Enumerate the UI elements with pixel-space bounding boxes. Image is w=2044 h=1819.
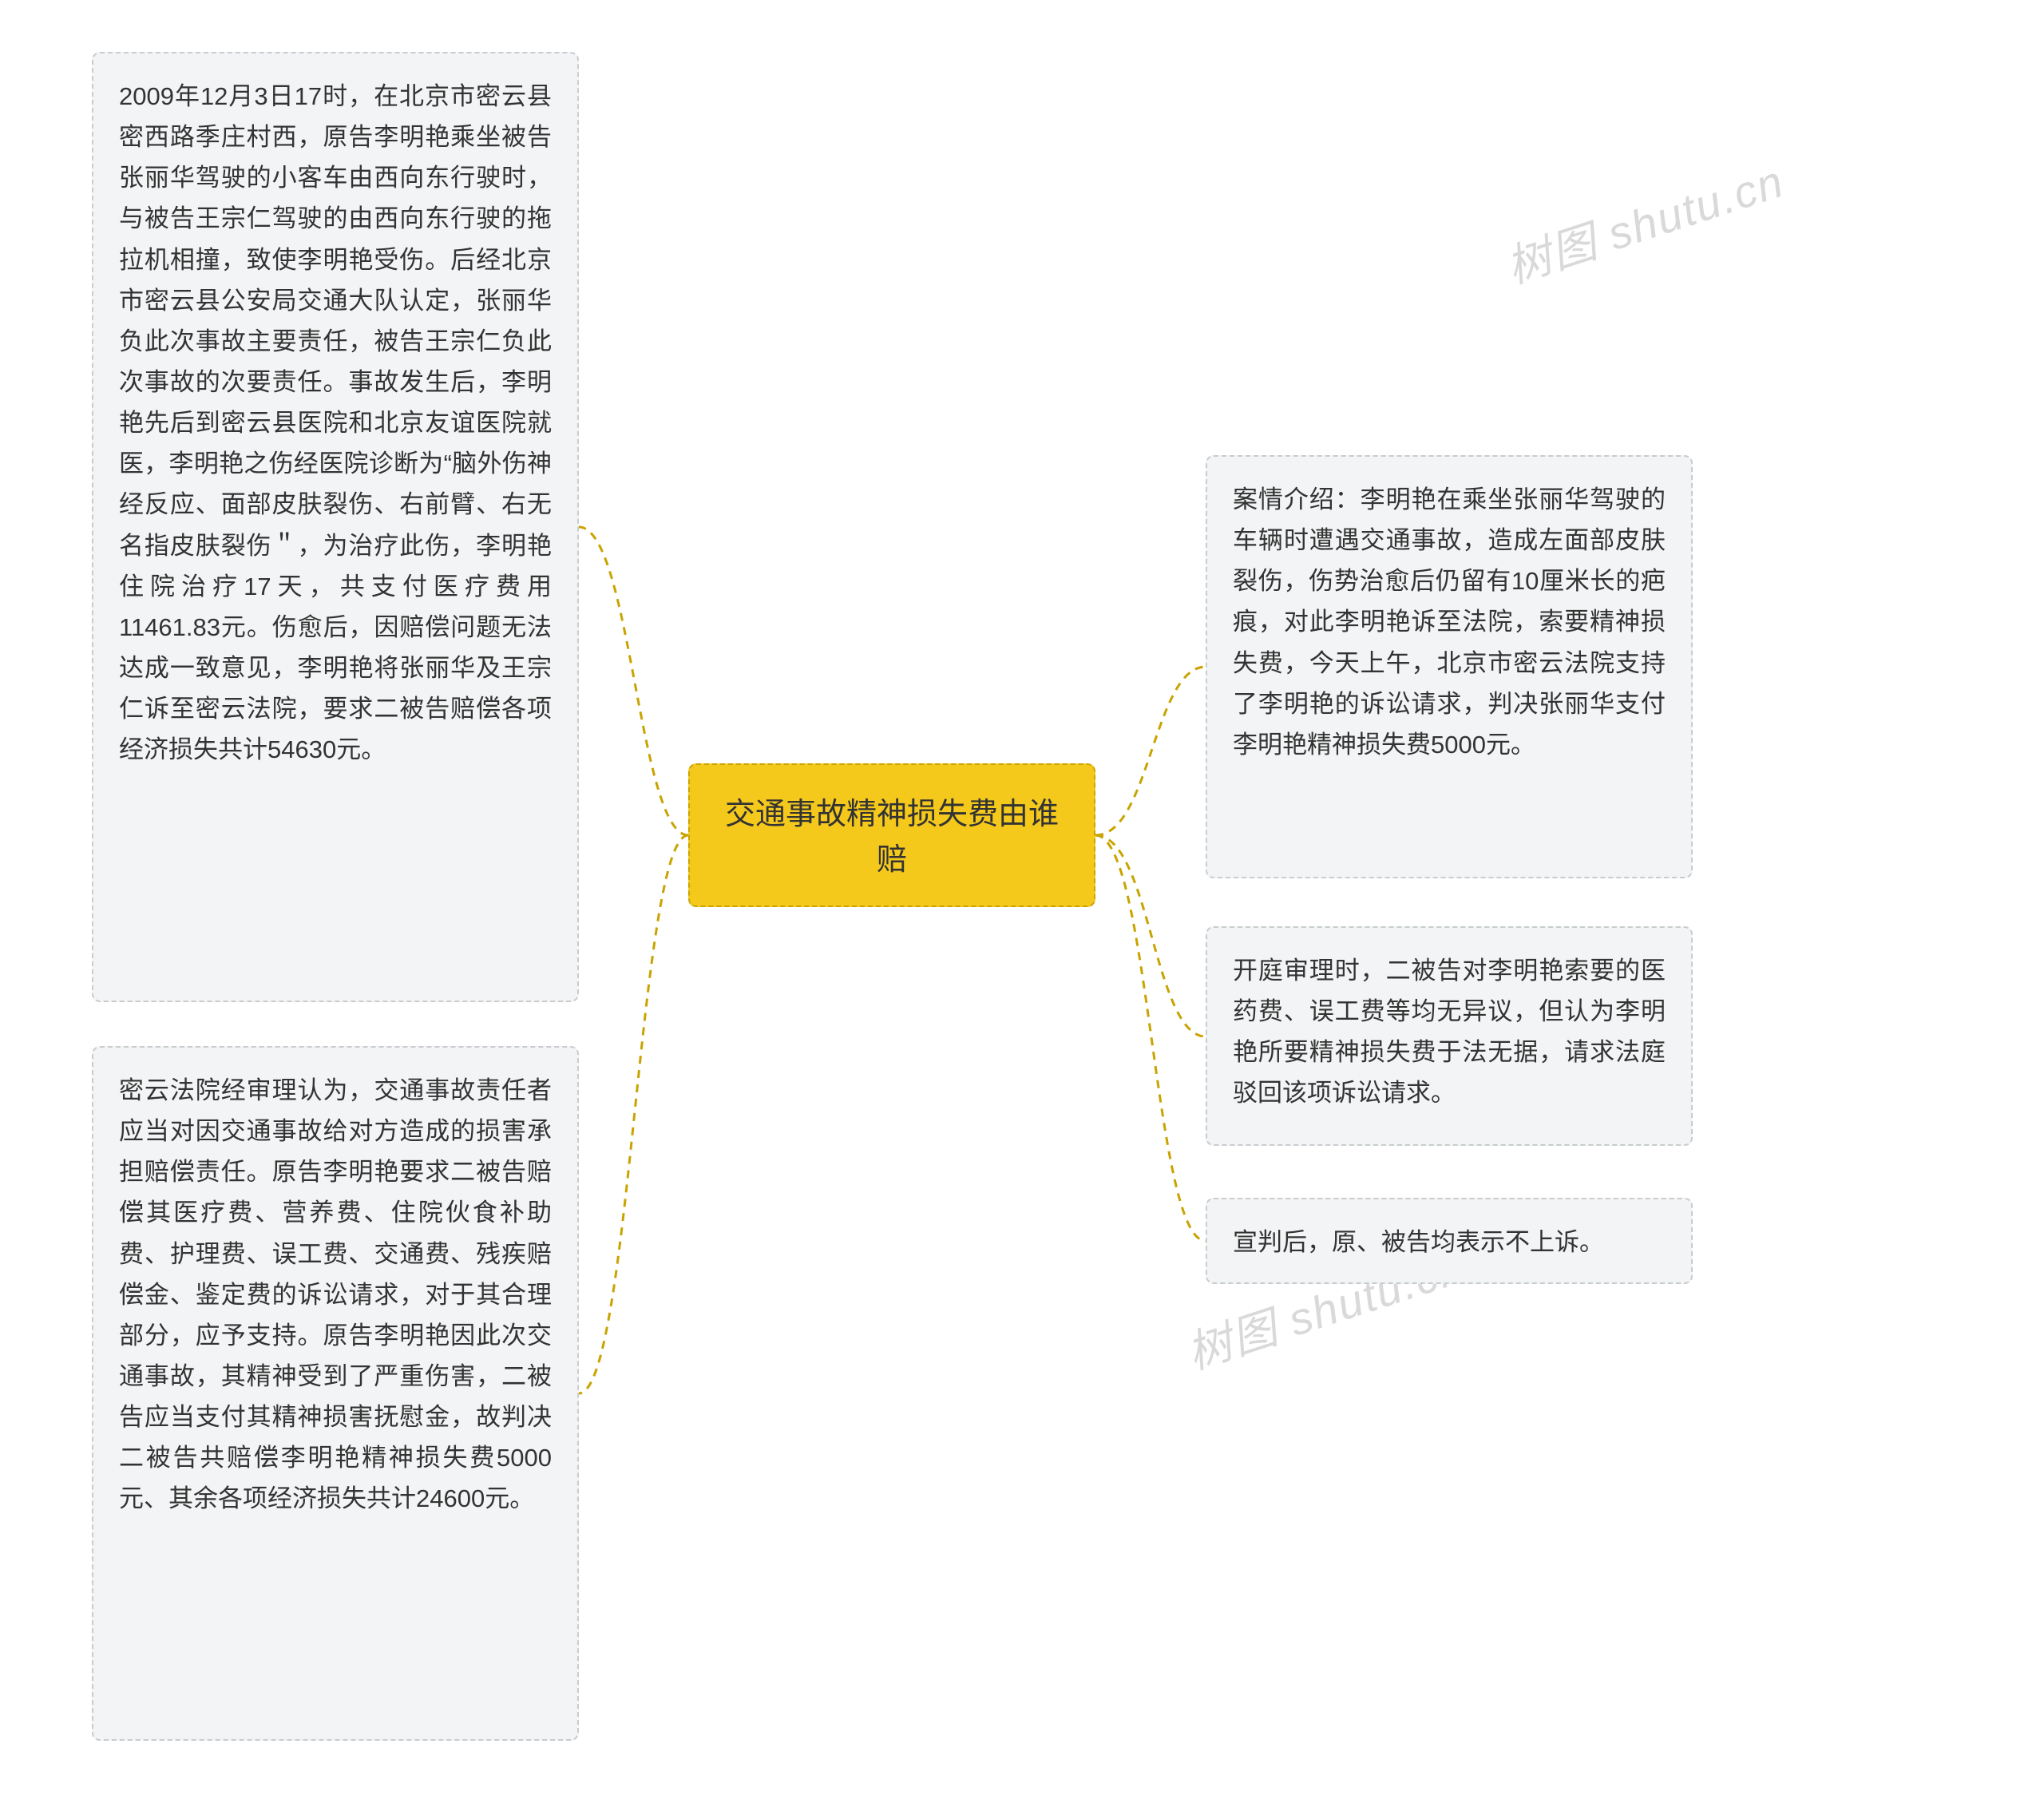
right-node-defense-text: 开庭审理时，二被告对李明艳索要的医药费、误工费等均无异议，但认为李明艳所要精神损… — [1233, 957, 1666, 1107]
right-node-appeal-text: 宣判后，原、被告均表示不上诉。 — [1233, 1228, 1604, 1256]
center-node[interactable]: 交通事故精神损失费由谁赔 — [688, 763, 1095, 907]
left-node-facts[interactable]: 2009年12月3日17时，在北京市密云县密西路季庄村西，原告李明艳乘坐被告张丽… — [92, 52, 579, 1002]
right-node-intro-text: 案情介绍：李明艳在乘坐张丽华驾驶的车辆时遭遇交通事故，造成左面部皮肤裂伤，伤势治… — [1233, 485, 1666, 759]
center-node-text: 交通事故精神损失费由谁赔 — [725, 798, 1059, 877]
left-node-facts-text: 2009年12月3日17时，在北京市密云县密西路季庄村西，原告李明艳乘坐被告张丽… — [119, 82, 552, 763]
right-node-appeal[interactable]: 宣判后，原、被告均表示不上诉。 — [1206, 1198, 1693, 1284]
right-node-defense[interactable]: 开庭审理时，二被告对李明艳索要的医药费、误工费等均无异议，但认为李明艳所要精神损… — [1206, 926, 1693, 1146]
right-node-intro[interactable]: 案情介绍：李明艳在乘坐张丽华驾驶的车辆时遭遇交通事故，造成左面部皮肤裂伤，伤势治… — [1206, 455, 1693, 878]
left-node-ruling-text: 密云法院经审理认为，交通事故责任者应当对因交通事故给对方造成的损害承担赔偿责任。… — [119, 1076, 552, 1512]
left-node-ruling[interactable]: 密云法院经审理认为，交通事故责任者应当对因交通事故给对方造成的损害承担赔偿责任。… — [92, 1046, 579, 1741]
